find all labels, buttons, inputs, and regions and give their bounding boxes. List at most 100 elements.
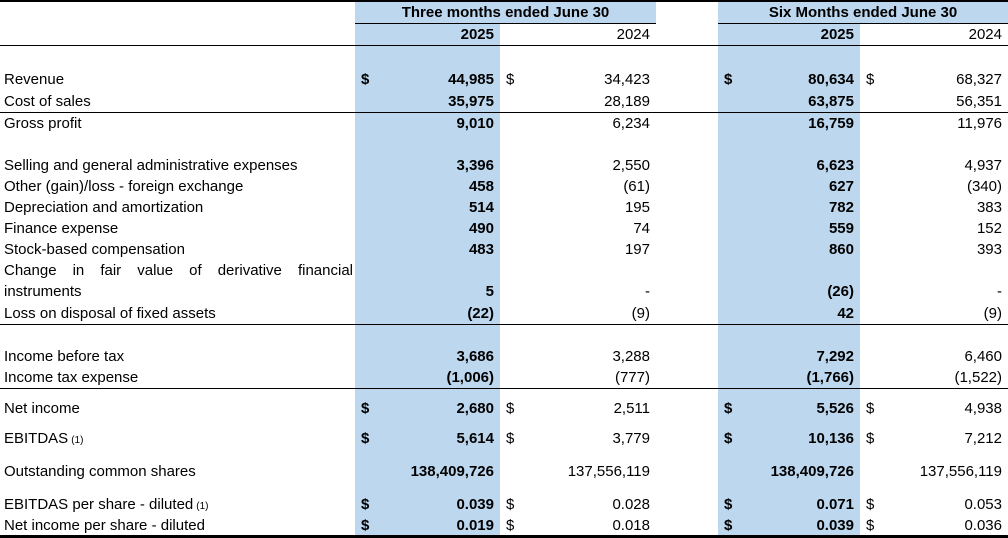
table-row: Depreciation and amortization 514 195 782 38… xyxy=(0,197,1008,218)
currency-symbol xyxy=(355,419,379,427)
currency-symbol: $ xyxy=(718,427,742,449)
value-cell xyxy=(524,325,656,346)
currency-symbol xyxy=(355,155,379,176)
value-cell: 483 xyxy=(379,239,500,260)
column-gap xyxy=(656,449,718,461)
column-gap xyxy=(656,494,718,515)
value-cell: 42 xyxy=(742,302,860,324)
value-cell: 490 xyxy=(379,218,500,239)
table-row: EBITDAS (1) $5,614 $3,779 $10,136 $7,212 xyxy=(0,427,1008,449)
currency-symbol xyxy=(860,197,884,218)
currency-symbol xyxy=(718,239,742,260)
value-cell: (777) xyxy=(614,369,650,386)
value-cell: 137,556,119 xyxy=(567,463,650,480)
currency-symbol xyxy=(718,90,742,112)
currency-symbol: $ xyxy=(866,399,875,417)
corner-cell xyxy=(0,2,355,24)
row-label xyxy=(0,482,355,494)
value-cell: 514 xyxy=(379,197,500,218)
value-cell: 559 xyxy=(742,218,860,239)
table-row: Outstanding common shares 138,409,726 137,… xyxy=(0,461,1008,482)
currency-symbol xyxy=(860,419,884,427)
value-cell: 2,511 xyxy=(613,399,650,417)
value-cell xyxy=(379,449,500,461)
value-cell: 0.019 xyxy=(379,515,500,535)
currency-symbol xyxy=(860,90,884,112)
currency-symbol xyxy=(355,24,379,45)
value-cell xyxy=(742,46,860,68)
value-cell: 2,550 xyxy=(612,157,650,174)
table-row: Finance expense 490 74 559 152 xyxy=(0,218,1008,239)
currency-symbol: $ xyxy=(866,429,875,447)
currency-symbol: $ xyxy=(866,70,875,88)
value-cell xyxy=(524,482,656,494)
row-label xyxy=(0,46,355,68)
value-cell xyxy=(884,482,1008,494)
value-cell xyxy=(379,482,500,494)
value-cell xyxy=(742,389,860,397)
row-label: Stock-based compensation xyxy=(4,241,185,258)
year-header-six-months-2025: 2025 xyxy=(742,24,860,45)
column-gap xyxy=(656,397,718,419)
currency-symbol xyxy=(860,239,884,260)
currency-symbol xyxy=(718,218,742,239)
value-cell: 3,686 xyxy=(379,346,500,367)
currency-symbol xyxy=(860,113,884,134)
value-cell xyxy=(742,260,860,281)
table-row: Cost of sales 35,975 28,189 63,875 56,351 xyxy=(0,90,1008,112)
currency-symbol xyxy=(718,24,742,45)
currency-symbol: $ xyxy=(718,68,742,90)
column-gap xyxy=(656,302,718,324)
currency-symbol xyxy=(355,46,379,68)
currency-symbol: $ xyxy=(506,516,515,534)
column-gap xyxy=(656,482,718,494)
row-label xyxy=(0,325,355,346)
currency-symbol xyxy=(355,302,379,324)
value-cell: 80,634 xyxy=(742,68,860,90)
value-cell xyxy=(884,134,1008,155)
currency-symbol xyxy=(500,419,524,427)
currency-symbol: $ xyxy=(718,397,742,419)
currency-symbol xyxy=(718,461,742,482)
col-group-six-months: Six Months ended June 30 xyxy=(718,2,1008,24)
currency-symbol xyxy=(860,260,884,281)
currency-symbol xyxy=(718,46,742,68)
row-label: Depreciation and amortization xyxy=(4,199,204,216)
value-cell: 137,556,119 xyxy=(919,463,1002,480)
currency-symbol xyxy=(355,482,379,494)
currency-symbol xyxy=(500,389,524,397)
table-row: Other (gain)/loss - foreign exchange 458 (… xyxy=(0,176,1008,197)
column-gap xyxy=(656,176,718,197)
row-label: Cost of sales xyxy=(4,92,91,110)
currency-symbol xyxy=(718,155,742,176)
value-cell: (61) xyxy=(623,178,650,195)
value-cell: 782 xyxy=(742,197,860,218)
currency-symbol xyxy=(500,155,524,176)
column-gap xyxy=(656,218,718,239)
value-cell: 9,010 xyxy=(379,113,500,134)
footnote-marker: (1) xyxy=(71,434,84,446)
table-row: Income before tax 3,686 3,288 7,292 6,460 xyxy=(0,346,1008,367)
currency-symbol xyxy=(860,482,884,494)
value-cell: 28,189 xyxy=(604,92,650,110)
currency-symbol xyxy=(500,90,524,112)
currency-symbol xyxy=(355,113,379,134)
currency-symbol xyxy=(860,176,884,197)
row-label: Gross profit xyxy=(4,115,82,132)
value-cell xyxy=(379,134,500,155)
currency-symbol xyxy=(500,325,524,346)
currency-symbol xyxy=(718,346,742,367)
currency-symbol xyxy=(718,325,742,346)
value-cell: 56,351 xyxy=(956,92,1002,110)
currency-symbol xyxy=(860,367,884,388)
row-label: Income before tax xyxy=(4,348,125,365)
currency-symbol: $ xyxy=(866,496,875,513)
column-gap xyxy=(656,281,718,302)
currency-symbol xyxy=(718,113,742,134)
row-label: Outstanding common shares xyxy=(4,463,196,480)
currency-symbol: $ xyxy=(506,429,515,447)
column-gap xyxy=(656,515,718,535)
table-row: Net income per share - diluted $0.019 $0.0… xyxy=(0,515,1008,535)
value-cell: 6,460 xyxy=(964,348,1002,365)
